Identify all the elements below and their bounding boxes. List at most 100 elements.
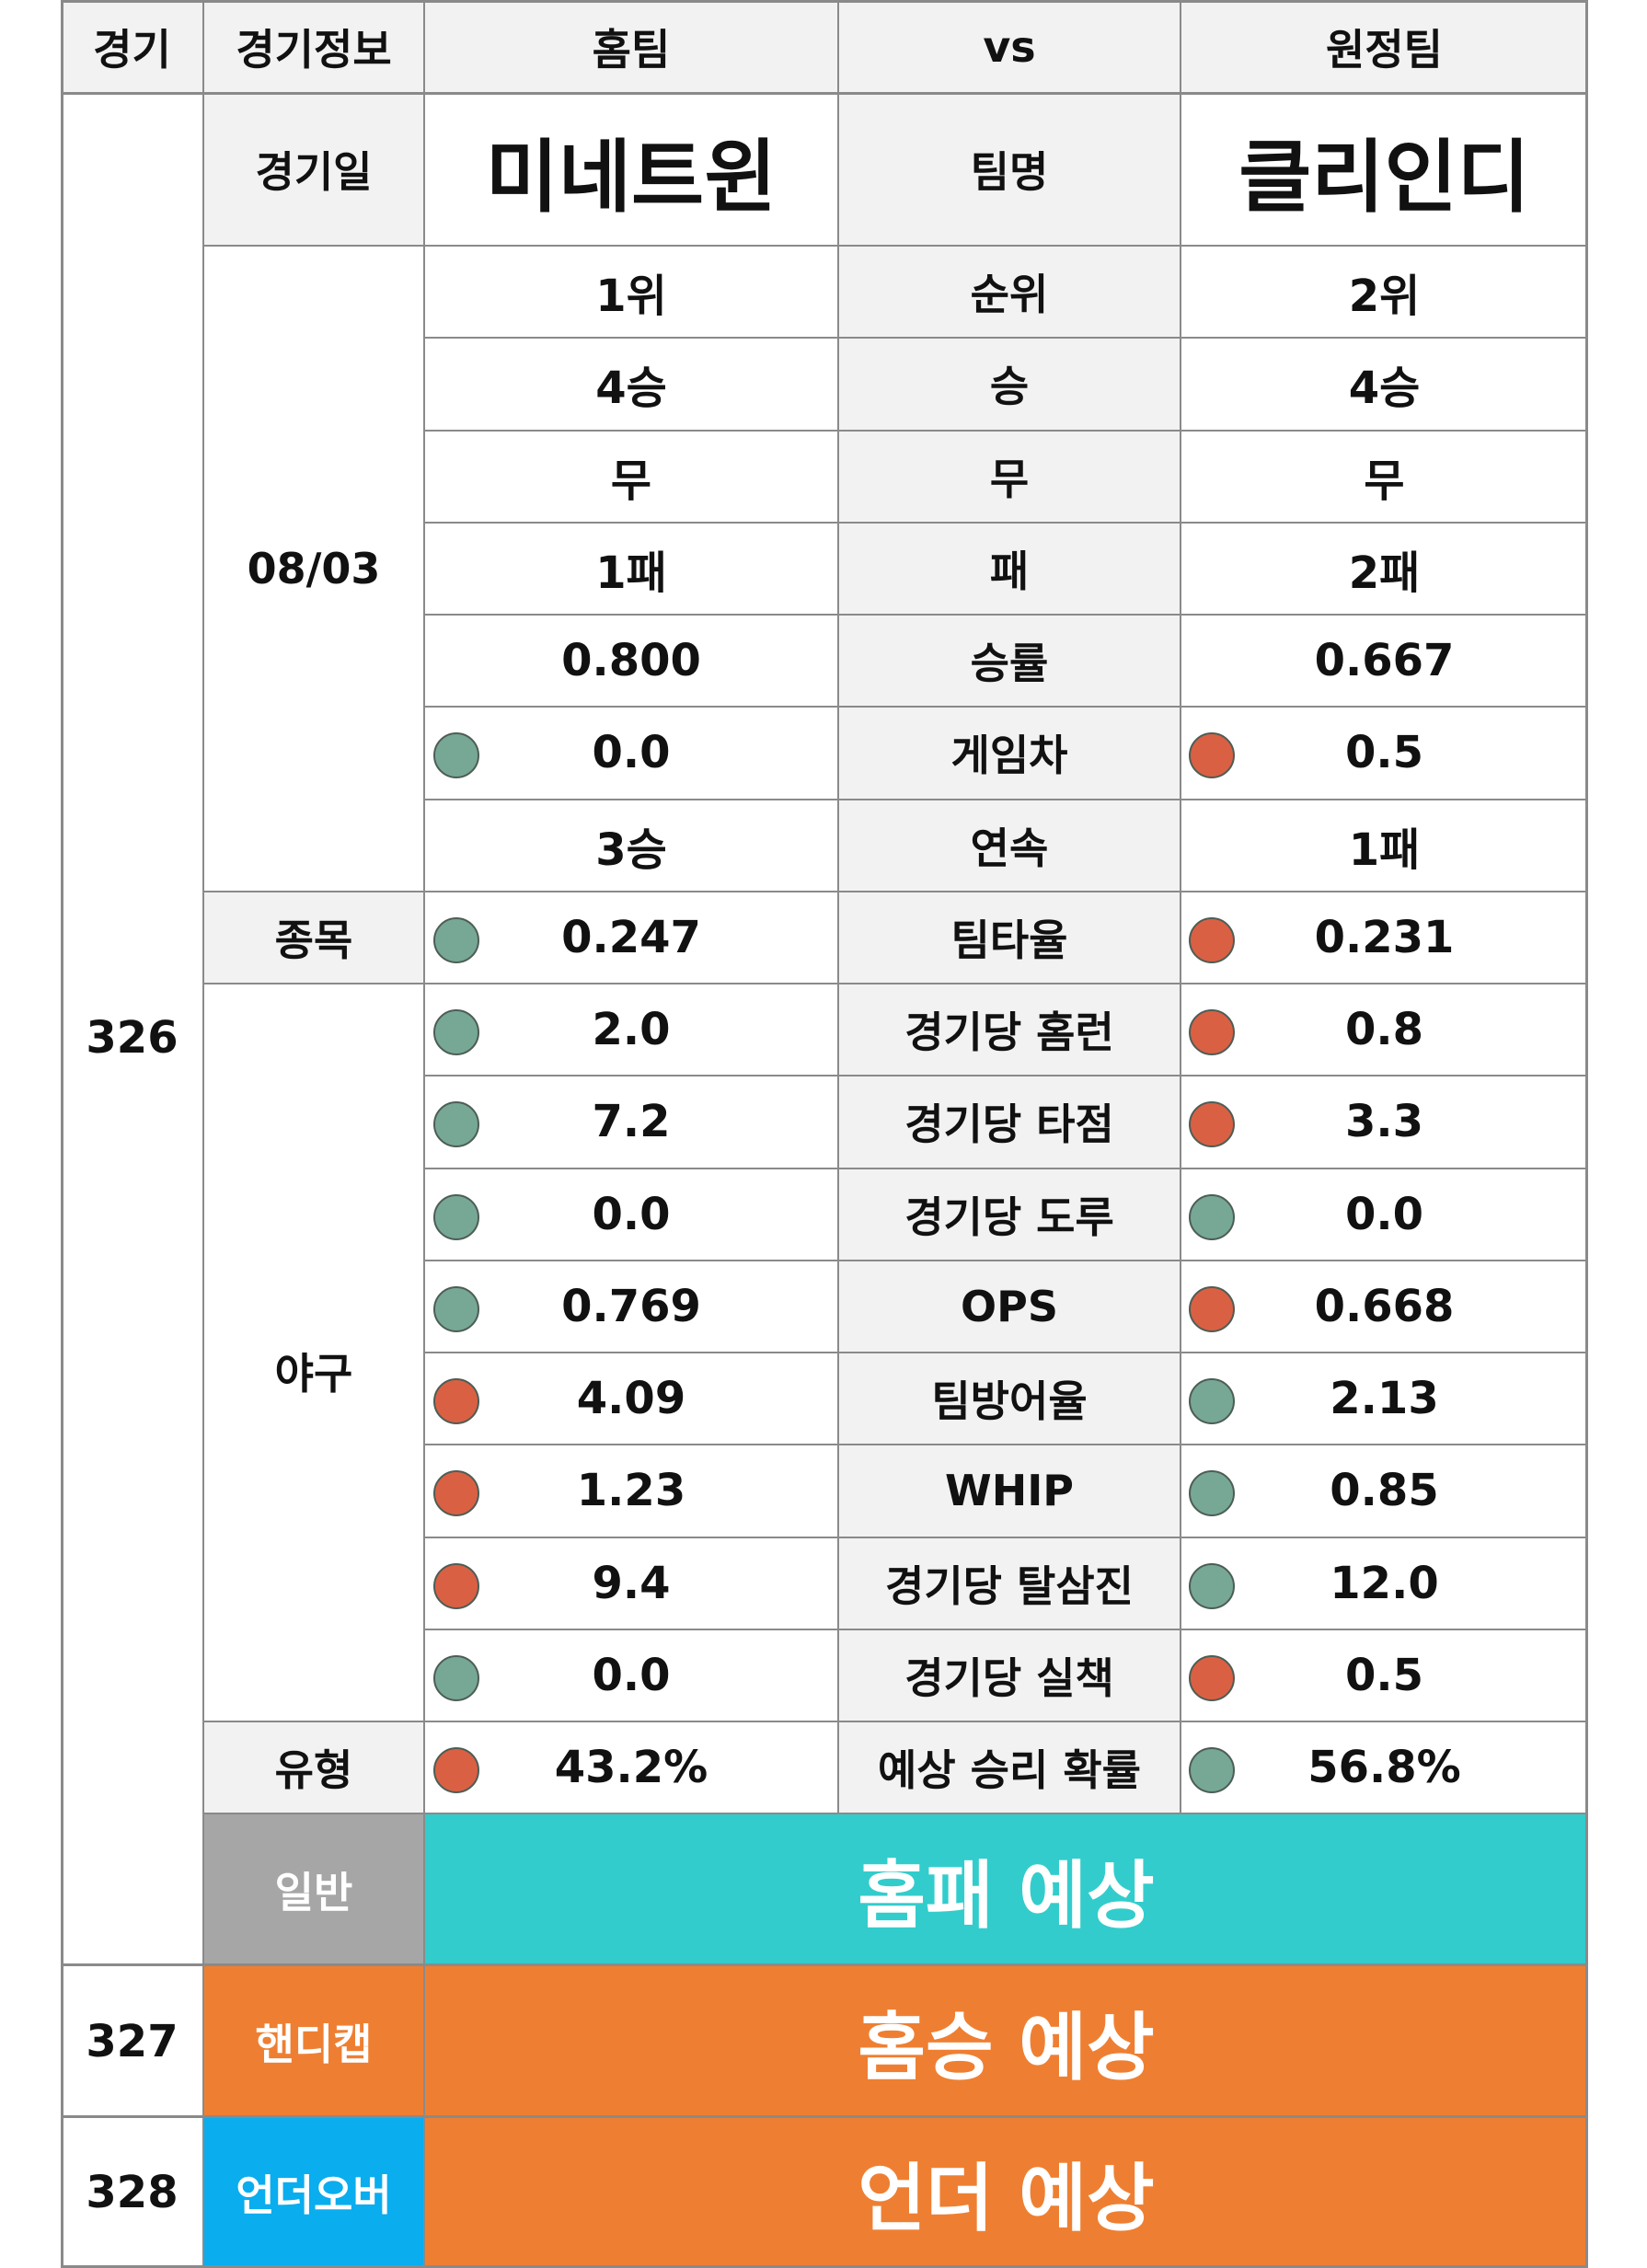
away-indicator-dot (1189, 1101, 1235, 1148)
type-label: 유형 (203, 1721, 424, 1813)
home-indicator-dot (433, 1654, 479, 1701)
away-stat-value: 2위 (1348, 271, 1421, 323)
stat-label: 팀타율 (838, 891, 1181, 984)
team-name-label: 팀명 (838, 93, 1181, 246)
home-stat-value: 1패 (595, 547, 667, 599)
grid-line-horizontal (424, 614, 1588, 616)
home-team-name: 미네트윈 (485, 131, 777, 224)
grid-line-vertical (423, 0, 425, 2268)
grid-line-horizontal (61, 1963, 1588, 1966)
home-indicator-dot (433, 916, 479, 963)
away-indicator-dot (1189, 1654, 1235, 1701)
prediction-type-label: 언더오버 (203, 2117, 424, 2268)
home-indicator-dot (433, 1101, 479, 1148)
away-stat-value: 0.667 (1314, 635, 1455, 687)
grid-line-horizontal (424, 1352, 1588, 1353)
home-indicator-dot (433, 1747, 479, 1794)
header-game-info: 경기정보 (203, 0, 424, 93)
grid-line-horizontal (424, 983, 1588, 984)
home-stat-value: 0.0 (592, 1188, 671, 1240)
home-indicator-dot (433, 1470, 479, 1517)
away-stat-value: 0.231 (1314, 911, 1455, 963)
stat-label: 경기당 실책 (838, 1629, 1181, 1721)
away-indicator-dot (1189, 1009, 1235, 1056)
grid-line-horizontal (61, 2265, 1588, 2268)
home-indicator-dot (433, 1562, 479, 1609)
away-stat-value: 무 (1364, 455, 1405, 507)
away-stat-value: 0.8 (1344, 1004, 1424, 1056)
sport-label: 종목 (203, 892, 424, 984)
grid-line-vertical (837, 0, 839, 1814)
home-indicator-dot (433, 1285, 479, 1332)
home-stat-value: 2.0 (592, 1004, 671, 1056)
grid-line-horizontal (424, 337, 1588, 340)
stat-label: 무 (838, 430, 1181, 523)
away-stat-value: 0.0 (1344, 1188, 1424, 1240)
grid-line-horizontal (424, 1721, 1588, 1722)
prediction-type-label: 일반 (203, 1813, 424, 1965)
home-stat-value: 3승 (595, 823, 667, 876)
away-stat-value: 0.668 (1314, 1280, 1455, 1332)
stat-label: 승률 (838, 615, 1181, 708)
away-stat-value: 56.8% (1307, 1742, 1461, 1794)
match-analysis-table: 경기 경기정보 홈팀 vs 원정팀 326 경기일 미네트윈 팀명 클리인디 0… (61, 0, 1588, 2268)
grid-line-horizontal (61, 2115, 1588, 2118)
home-stat-value: 0.800 (561, 635, 701, 687)
stat-label: 팀방어율 (838, 1353, 1181, 1445)
grid-line-horizontal (424, 1075, 1588, 1077)
stat-label: WHIP (838, 1445, 1181, 1537)
home-indicator-dot (433, 1193, 479, 1240)
grid-line-vertical (202, 0, 204, 2268)
stat-label: 연속 (838, 799, 1181, 892)
header-away-team: 원정팀 (1181, 0, 1588, 93)
away-stat-value: 2패 (1348, 547, 1421, 599)
grid-line-horizontal (61, 92, 1588, 95)
grid-line-horizontal (424, 1259, 1588, 1261)
home-stat-value: 0.0 (592, 727, 671, 779)
grid-line-horizontal (424, 1444, 1588, 1446)
away-indicator-dot (1189, 1378, 1235, 1425)
away-stat-value: 2.13 (1330, 1373, 1439, 1425)
home-indicator-dot (433, 732, 479, 779)
grid-line-horizontal (424, 1536, 1588, 1538)
prediction-result: 홈패 예상 (424, 1813, 1588, 1965)
home-stat-value: 1위 (595, 271, 667, 323)
away-stat-value: 1패 (1348, 823, 1421, 876)
prediction-game-number: 327 (86, 2015, 179, 2067)
prediction-result: 언더 예상 (424, 2117, 1588, 2268)
grid-line-horizontal (424, 429, 1588, 432)
grid-line-horizontal (203, 891, 424, 892)
away-stat-value: 0.5 (1344, 1649, 1424, 1701)
away-indicator-dot (1189, 1193, 1235, 1240)
away-team-name: 클리인디 (1238, 131, 1530, 224)
away-indicator-dot (1189, 1470, 1235, 1517)
header-game: 경기 (61, 0, 203, 93)
header-home-team: 홈팀 (424, 0, 838, 93)
grid-line-horizontal (424, 890, 1588, 892)
grid-line-horizontal (203, 1813, 424, 1814)
home-stat-value: 0.247 (561, 911, 701, 963)
grid-line-horizontal (203, 1721, 424, 1722)
away-stat-value: 3.3 (1344, 1096, 1424, 1148)
away-indicator-dot (1189, 916, 1235, 963)
grid-line-horizontal (424, 521, 1588, 524)
header-vs: vs (838, 0, 1181, 93)
stat-label: 예상 승리 확률 (838, 1721, 1181, 1814)
home-stat-value: 4.09 (576, 1373, 686, 1425)
stat-label: 경기당 타점 (838, 1076, 1181, 1169)
stat-label: 승 (838, 338, 1181, 431)
prediction-game-number: 328 (86, 2167, 179, 2218)
stat-label: 패 (838, 522, 1181, 615)
home-stat-value: 7.2 (592, 1096, 671, 1148)
grid-line-vertical (1585, 0, 1588, 2268)
stat-label: OPS (838, 1260, 1181, 1353)
grid-line-horizontal (203, 245, 1588, 247)
home-stat-value: 0.769 (561, 1280, 701, 1332)
away-stat-value: 0.5 (1344, 727, 1424, 779)
stat-label: 경기당 탈삼진 (838, 1537, 1181, 1629)
sport-name: 야구 (274, 1349, 353, 1399)
away-indicator-dot (1189, 1285, 1235, 1332)
home-stat-value: 4승 (595, 363, 667, 415)
grid-line-horizontal (424, 1167, 1588, 1169)
grid-line-horizontal (424, 798, 1588, 800)
